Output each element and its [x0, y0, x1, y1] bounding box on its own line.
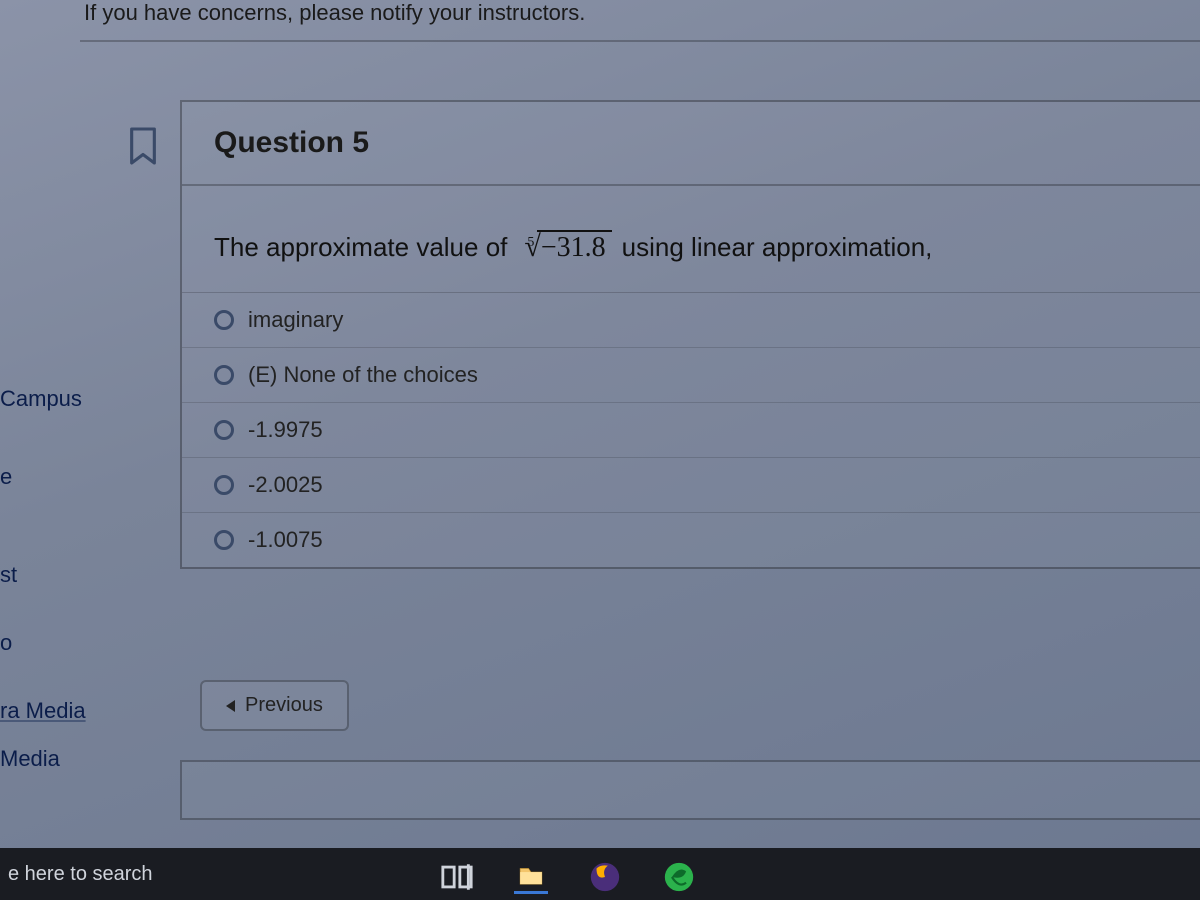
radio-icon	[214, 530, 234, 550]
taskbar: e here to search	[0, 848, 1200, 900]
prompt-prefix: The approximate value of	[214, 232, 507, 263]
divider	[80, 40, 1200, 42]
question-header: Question 5	[182, 102, 1200, 186]
radical-expression: 5 √ −31.8	[517, 230, 611, 264]
notice-bar: If you have concerns, please notify your…	[80, 0, 1200, 28]
option-imaginary[interactable]: imaginary	[182, 293, 1200, 348]
option-none[interactable]: (E) None of the choices	[182, 348, 1200, 403]
sidebar-item-campus[interactable]: Campus	[0, 380, 120, 418]
root-index: 5	[527, 235, 534, 251]
radicand: −31.8	[537, 230, 612, 264]
previous-label: Previous	[245, 694, 323, 717]
task-view-icon[interactable]	[440, 860, 474, 894]
prompt-suffix: using linear approximation,	[622, 232, 933, 263]
radio-icon	[214, 475, 234, 495]
radio-icon	[214, 420, 234, 440]
option-neg-2-0025[interactable]: -2.0025	[182, 458, 1200, 513]
bookmark-icon[interactable]	[126, 126, 160, 166]
previous-button[interactable]: Previous	[200, 680, 349, 731]
question-card: Question 5 The approximate value of 5 √ …	[180, 100, 1200, 569]
sidebar-item-ra-media[interactable]: ra Media	[0, 692, 120, 730]
sidebar-item-media[interactable]: Media	[0, 740, 120, 778]
radio-icon	[214, 365, 234, 385]
sidebar: Campus e st o ra Media Media	[0, 380, 120, 818]
option-neg-1-9975[interactable]: -1.9975	[182, 403, 1200, 458]
app-green-icon[interactable]	[662, 860, 696, 894]
sidebar-item-partial-3[interactable]: o	[0, 624, 120, 662]
option-label: (E) None of the choices	[248, 362, 478, 388]
taskbar-search[interactable]: e here to search	[8, 863, 153, 886]
question-title: Question 5	[214, 126, 369, 160]
file-explorer-icon[interactable]	[514, 860, 548, 894]
notice-text: If you have concerns, please notify your…	[84, 0, 585, 25]
question-body: The approximate value of 5 √ −31.8 using…	[182, 186, 1200, 293]
option-label: -1.9975	[248, 417, 323, 443]
sidebar-item-partial-1[interactable]: e	[0, 458, 120, 496]
firefox-icon[interactable]	[588, 860, 622, 894]
option-label: -1.0075	[248, 527, 323, 553]
radio-icon	[214, 310, 234, 330]
options-list: imaginary (E) None of the choices -1.997…	[182, 293, 1200, 567]
sidebar-item-partial-2[interactable]: st	[0, 556, 120, 594]
option-neg-1-0075[interactable]: -1.0075	[182, 513, 1200, 567]
question-prompt: The approximate value of 5 √ −31.8 using…	[214, 230, 1168, 264]
taskbar-icons	[440, 860, 696, 894]
footer-box	[180, 760, 1200, 820]
chevron-left-icon	[226, 700, 235, 712]
option-label: imaginary	[248, 307, 343, 333]
option-label: -2.0025	[248, 472, 323, 498]
nav-row: Previous	[200, 680, 349, 731]
